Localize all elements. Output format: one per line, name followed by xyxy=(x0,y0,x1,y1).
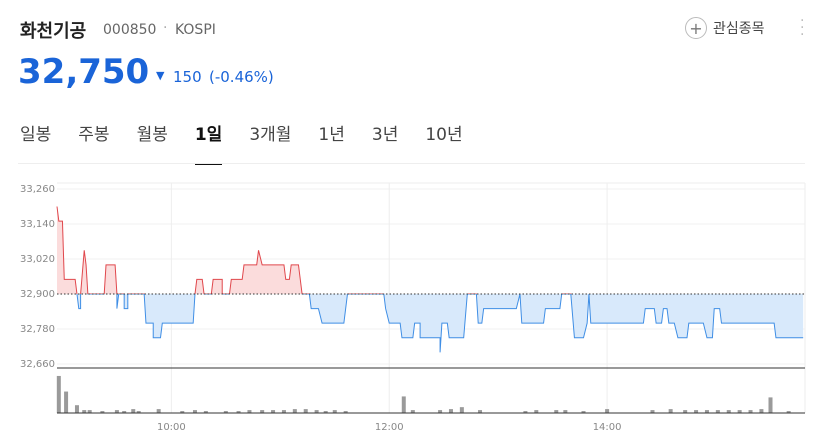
volume-bar xyxy=(136,411,141,413)
volume-bar xyxy=(786,411,791,413)
volume-bar xyxy=(459,407,464,413)
volume-bar xyxy=(122,411,127,413)
volume-bar xyxy=(448,409,453,413)
down-arrow: ▼ xyxy=(156,69,165,82)
y-tick-label: 33,020 xyxy=(20,254,55,265)
market: KOSPI xyxy=(175,22,216,38)
volume-bar xyxy=(236,411,241,413)
volume-bar xyxy=(605,409,610,413)
volume-bar xyxy=(223,411,228,413)
volume-bar xyxy=(401,396,406,413)
volume-bar xyxy=(87,410,92,413)
volume-bar xyxy=(715,410,720,413)
x-tick-label: 12:00 xyxy=(375,422,404,433)
stock-name: 화천기공 xyxy=(20,21,87,42)
separator: · xyxy=(163,20,168,36)
volume-bar xyxy=(438,410,443,413)
volume-bar xyxy=(114,410,119,413)
volume-bar xyxy=(56,375,61,413)
area xyxy=(57,294,804,353)
volume-bar xyxy=(737,410,742,413)
volume-bar xyxy=(726,410,731,413)
volume-bar xyxy=(759,409,764,413)
volume-bar xyxy=(131,409,136,413)
x-tick-label: 14:00 xyxy=(593,422,622,433)
tabs: 일봉 주봉 월봉 1일 3개월 1년 3년 10년 xyxy=(20,120,490,165)
volume-bar xyxy=(281,410,286,413)
volume-bar xyxy=(323,411,328,413)
volume-bar xyxy=(410,410,415,413)
volume-bar xyxy=(563,410,568,413)
tab[interactable]: 1년 xyxy=(318,125,345,145)
volume-bar xyxy=(156,409,161,413)
tab[interactable]: 일봉 xyxy=(20,125,52,145)
tab[interactable]: 1일 xyxy=(194,120,223,165)
volume-bar xyxy=(343,411,348,413)
volume-bar xyxy=(64,391,69,413)
y-tick-label: 32,900 xyxy=(20,289,55,300)
price-line xyxy=(76,294,804,353)
volume-bar xyxy=(74,405,79,413)
volume-bar xyxy=(192,410,197,413)
volume-bar xyxy=(694,410,699,413)
volume-bar xyxy=(303,409,308,413)
tab[interactable]: 3개월 xyxy=(249,125,292,145)
volume-bar xyxy=(523,411,528,413)
y-tick-label: 32,780 xyxy=(20,324,55,335)
volume-bar xyxy=(581,411,586,413)
volume-bar xyxy=(534,410,539,413)
divider xyxy=(18,163,805,164)
menu[interactable]: · · · xyxy=(800,13,805,43)
watch-button[interactable]: + 관심종목 xyxy=(685,17,765,39)
volume-bar xyxy=(82,410,87,413)
y-tick-label: 33,140 xyxy=(20,219,55,230)
volume-bar xyxy=(260,410,265,413)
volume-bar xyxy=(314,410,319,413)
x-tick-label: 10:00 xyxy=(157,422,186,433)
change-pct: (-0.46%) xyxy=(209,68,274,86)
volume-bar xyxy=(247,410,252,413)
volume-bar xyxy=(768,397,773,413)
volume-bar xyxy=(180,411,185,413)
volume-bar xyxy=(332,410,337,413)
volume-bar xyxy=(650,410,655,413)
volume-bar xyxy=(478,410,483,413)
tab[interactable]: 주봉 xyxy=(78,125,110,145)
volume-bar xyxy=(554,410,559,413)
change: 150 xyxy=(173,68,202,86)
watch-label: 관심종목 xyxy=(713,21,765,37)
volume-bar xyxy=(292,409,297,413)
tab[interactable]: 3년 xyxy=(371,125,399,145)
y-tick-label: 32,660 xyxy=(20,359,55,370)
volume-bar xyxy=(683,410,688,413)
volume-bar xyxy=(203,411,208,413)
volume-bar xyxy=(271,410,276,413)
stock-code: 000850 xyxy=(103,22,157,38)
volume-bar xyxy=(668,409,673,413)
y-tick-label: 33,260 xyxy=(20,184,55,195)
tab[interactable]: 10년 xyxy=(425,125,463,145)
tab[interactable]: 월봉 xyxy=(136,125,168,145)
price: 32,750 xyxy=(18,52,150,92)
volume-bar xyxy=(748,410,753,413)
volume-bar xyxy=(704,410,709,413)
volume-bar xyxy=(100,411,105,413)
plus-icon: + xyxy=(685,17,707,39)
